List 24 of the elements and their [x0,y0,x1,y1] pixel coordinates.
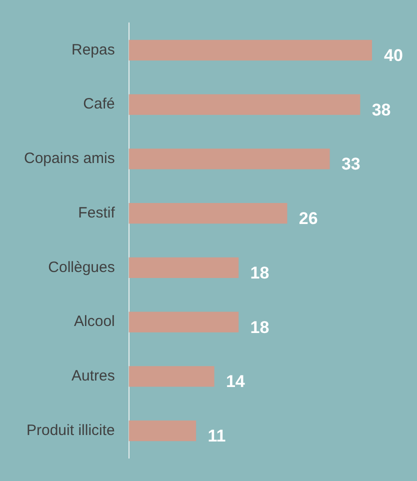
data-label: 26 [298,209,318,228]
bar [128,40,372,61]
data-label: 33 [341,154,360,174]
y-tick-label: Café [83,96,115,113]
bar [128,420,196,442]
y-tick-label: Repas [72,41,115,58]
bar [128,312,239,332]
data-label: 18 [250,318,270,337]
data-label: 14 [226,372,246,392]
y-tick-label: Alcool [74,313,115,330]
y-tick-label: Collègues [48,258,115,276]
bar [128,148,330,170]
data-label: 40 [384,46,403,65]
data-label: 18 [250,263,270,282]
y-tick-label: Copains amis [24,150,115,168]
bar [128,94,360,115]
data-label: 11 [208,426,226,446]
bar [128,257,239,278]
y-tick-label: Produit illicite [26,422,115,439]
bar [128,366,214,387]
y-tick-label: Festif [78,204,116,222]
data-label: 38 [372,100,391,120]
bar [128,202,288,224]
y-tick-label: Autres [72,368,115,385]
